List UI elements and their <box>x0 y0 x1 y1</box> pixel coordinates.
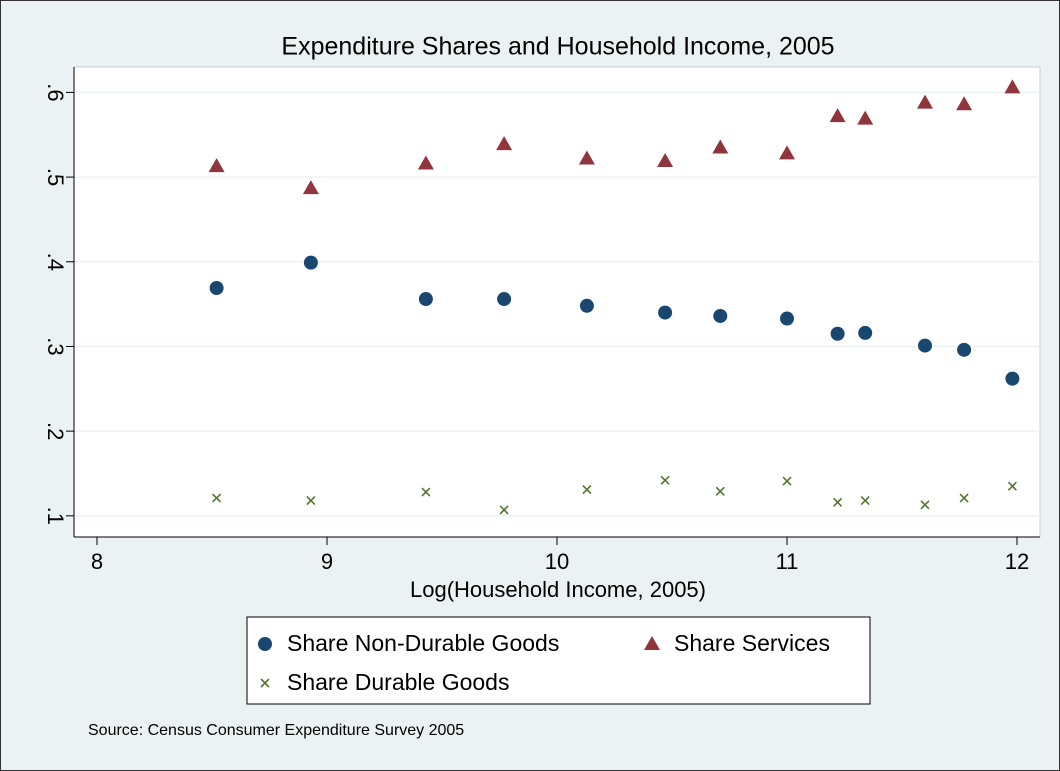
point <box>303 255 318 270</box>
point <box>658 305 673 320</box>
point <box>782 476 792 486</box>
chart-title: Expenditure Shares and Household Income,… <box>281 33 834 61</box>
point <box>208 158 225 173</box>
point <box>779 145 795 160</box>
x-tick-label: 8 <box>91 549 103 574</box>
x-tick-label: 11 <box>776 549 799 574</box>
y-tick-label: .6 <box>43 83 68 101</box>
point <box>959 493 969 503</box>
point <box>857 110 874 125</box>
legend-marker <box>260 678 270 688</box>
y-tick-label: .4 <box>43 253 68 271</box>
point <box>579 298 594 313</box>
point <box>829 108 846 123</box>
point <box>918 338 932 353</box>
legend-label: Share Services <box>674 630 830 656</box>
point <box>860 496 870 506</box>
x-tick-label: 9 <box>321 549 333 574</box>
point <box>1007 481 1017 491</box>
point <box>830 326 845 341</box>
point <box>582 485 592 495</box>
point <box>496 136 513 151</box>
point <box>306 496 316 506</box>
point <box>833 497 843 507</box>
legend-label: Share Durable Goods <box>287 669 509 695</box>
point <box>858 325 873 340</box>
point <box>712 139 729 154</box>
legend <box>246 616 871 705</box>
point <box>497 292 512 307</box>
point <box>657 153 674 167</box>
point <box>578 150 595 165</box>
source-note: Source: Census Consumer Expenditure Surv… <box>88 722 464 739</box>
x-tick-label: 12 <box>1005 549 1029 574</box>
point <box>209 281 224 296</box>
point <box>780 311 794 326</box>
point <box>1004 79 1021 94</box>
point <box>212 493 222 503</box>
y-tick-label: .1 <box>43 507 68 525</box>
point <box>660 475 670 485</box>
point <box>920 500 930 510</box>
point <box>418 292 433 307</box>
y-tick-label: .5 <box>43 168 68 186</box>
plot-area <box>73 66 1041 538</box>
legend-marker <box>258 637 272 651</box>
x-tick-label: 10 <box>545 549 569 574</box>
x-axis-label: Log(Household Income, 2005) <box>410 577 706 602</box>
point <box>917 94 933 109</box>
point <box>713 308 728 323</box>
point <box>715 486 725 496</box>
legend-label: Share Non-Durable Goods <box>287 630 559 656</box>
point <box>957 342 972 357</box>
point <box>302 180 319 195</box>
y-tick-label: .3 <box>43 337 68 355</box>
y-tick-label: .2 <box>43 422 68 440</box>
point <box>417 155 434 170</box>
point <box>1005 371 1020 386</box>
point <box>499 505 509 515</box>
legend-marker <box>644 636 660 650</box>
point <box>421 487 431 497</box>
point <box>956 96 973 111</box>
